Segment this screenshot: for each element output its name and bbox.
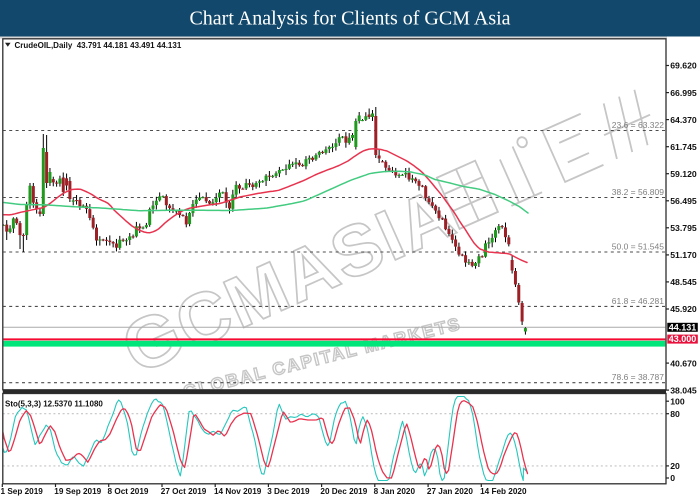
svg-text:3 Dec 2019: 3 Dec 2019 <box>267 487 310 496</box>
svg-text:0: 0 <box>670 473 675 483</box>
svg-text:53.795: 53.795 <box>670 223 697 233</box>
svg-text:59.120: 59.120 <box>670 169 697 179</box>
svg-text:Chart Analysis for Clients of: Chart Analysis for Clients of GCM Asia <box>189 8 510 30</box>
svg-text:1 Sep 2019: 1 Sep 2019 <box>1 487 44 496</box>
svg-text:40.670: 40.670 <box>670 358 697 368</box>
svg-text:38.045: 38.045 <box>670 385 697 395</box>
svg-text:51.170: 51.170 <box>670 250 697 260</box>
svg-text:23.6 = 63.322: 23.6 = 63.322 <box>612 120 665 130</box>
svg-text:19 Sep 2019: 19 Sep 2019 <box>54 487 101 496</box>
svg-text:14 Feb 2020: 14 Feb 2020 <box>480 487 527 496</box>
svg-text:8 Oct 2019: 8 Oct 2019 <box>108 487 149 496</box>
svg-text:20: 20 <box>670 461 680 471</box>
svg-text:48.545: 48.545 <box>670 277 697 287</box>
svg-text:61.745: 61.745 <box>670 142 697 152</box>
svg-text:8 Jan 2020: 8 Jan 2020 <box>374 487 416 496</box>
svg-text:CrudeOIL,Daily 43.791 44.181: CrudeOIL,Daily 43.791 44.181 43.491 44.1… <box>15 41 182 50</box>
svg-text:100: 100 <box>670 396 685 406</box>
svg-text:Sto(5,3,3) 12.5370 11.1080: Sto(5,3,3) 12.5370 11.1080 <box>5 400 103 409</box>
svg-text:43.000: 43.000 <box>669 334 697 344</box>
svg-text:64.370: 64.370 <box>670 115 697 125</box>
svg-text:61.8 = 46.281: 61.8 = 46.281 <box>612 296 665 306</box>
svg-text:45.920: 45.920 <box>670 304 697 314</box>
svg-text:44.131: 44.131 <box>669 322 697 332</box>
svg-text:27 Oct 2019: 27 Oct 2019 <box>161 487 207 496</box>
svg-text:38.2 = 56.809: 38.2 = 56.809 <box>612 187 665 197</box>
svg-text:66.995: 66.995 <box>670 88 697 98</box>
svg-text:20 Dec 2019: 20 Dec 2019 <box>320 487 367 496</box>
svg-text:27 Jan 2020: 27 Jan 2020 <box>427 487 473 496</box>
svg-text:14 Nov 2019: 14 Nov 2019 <box>214 487 262 496</box>
svg-text:78.6 = 38.787: 78.6 = 38.787 <box>612 372 665 382</box>
svg-text:69.620: 69.620 <box>670 61 697 71</box>
svg-text:56.495: 56.495 <box>670 196 697 206</box>
svg-text:80: 80 <box>670 409 680 419</box>
svg-text:50.0 = 51.545: 50.0 = 51.545 <box>612 242 665 252</box>
